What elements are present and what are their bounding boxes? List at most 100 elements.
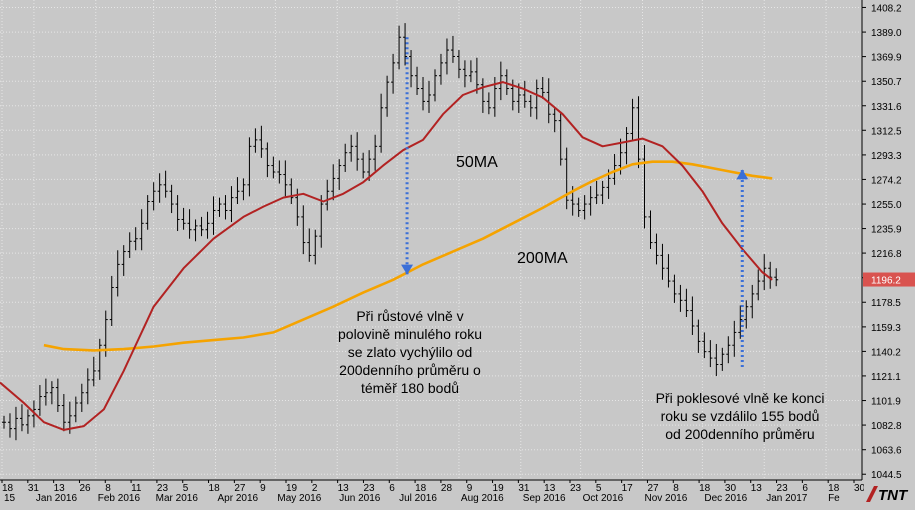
- price-bar: [151, 182, 156, 211]
- price-bar: [37, 385, 42, 416]
- price-bar: [43, 378, 48, 406]
- annotation-growth: Při růstové vlně v polovině minulého rok…: [310, 307, 510, 397]
- price-bar: [49, 381, 54, 405]
- x-day-label: 30: [854, 483, 866, 494]
- x-day-label: 27: [234, 483, 246, 494]
- price-bar: [600, 180, 605, 205]
- x-month-label: Nov 2016: [645, 493, 688, 504]
- price-bar: [588, 186, 593, 216]
- y-tick-label: 1082.8: [871, 421, 902, 432]
- y-tick-label: 1389.0: [871, 28, 902, 39]
- price-bar: [432, 69, 437, 102]
- x-month-label: Jul 2016: [399, 493, 437, 504]
- x-month-label: May 2016: [277, 493, 321, 504]
- price-bar: [708, 340, 713, 368]
- price-bar: [696, 319, 701, 353]
- price-bar: [121, 245, 126, 276]
- x-day-label: 19: [286, 483, 298, 494]
- price-bar: [205, 211, 210, 239]
- price-bar: [576, 197, 581, 217]
- arrow-down: [401, 37, 414, 275]
- price-bar: [379, 93, 384, 153]
- x-month-label: Jan 2017: [766, 493, 808, 504]
- price-bar: [498, 61, 503, 101]
- annotation-line: roku se vzdálilo 155 bodů: [660, 408, 820, 424]
- x-day-label: 19: [493, 483, 505, 494]
- price-bar: [217, 197, 222, 217]
- price-bar: [438, 53, 443, 85]
- current-price-box: [863, 272, 915, 287]
- price-bar: [732, 320, 737, 357]
- annotation-line: se zlato vychýlilo od: [347, 344, 473, 360]
- price-bar: [79, 383, 84, 412]
- price-bar: [582, 195, 587, 220]
- price-bar: [187, 209, 192, 239]
- price-bar: [444, 38, 449, 75]
- price-bar: [756, 269, 761, 301]
- price-bar: [343, 143, 348, 172]
- annotation-decline: Při poklesové vlně ke konci roku se vzdá…: [620, 389, 860, 443]
- price-bar: [534, 79, 539, 120]
- price-bar: [744, 300, 749, 329]
- price-bar: [690, 296, 695, 335]
- x-day-label: 18: [699, 483, 711, 494]
- price-bar: [127, 232, 132, 258]
- price-bar: [313, 229, 318, 265]
- price-bar: [558, 111, 563, 166]
- price-bar: [235, 177, 240, 205]
- x-day-label: 13: [54, 483, 66, 494]
- price-bar: [181, 207, 186, 230]
- x-day-label: 18: [2, 483, 14, 494]
- y-tick-label: 1235.9: [871, 225, 902, 236]
- price-bar: [55, 378, 60, 412]
- y-tick-label: 1216.8: [871, 249, 902, 260]
- y-tick-label: 1274.2: [871, 175, 902, 186]
- price-bar: [456, 50, 461, 79]
- price-bar: [702, 332, 707, 359]
- annotation-line: 200denního průměru o: [339, 362, 481, 378]
- annotation-line: Při růstové vlně v: [356, 308, 464, 324]
- price-bar: [283, 160, 288, 197]
- y-tick-label: 1408.2: [871, 3, 902, 14]
- price-bar: [13, 406, 18, 441]
- price-bar: [307, 228, 312, 262]
- price-bar: [654, 233, 659, 265]
- x-day-label: 23: [777, 483, 789, 494]
- y-tick-label: 1178.5: [871, 298, 901, 309]
- x-month-label: Dec 2016: [704, 493, 747, 504]
- price-bar: [25, 409, 30, 434]
- price-bar: [714, 343, 719, 377]
- x-day-label: 28: [441, 483, 453, 494]
- x-day-label: 13: [544, 483, 556, 494]
- price-bar: [385, 75, 390, 117]
- price-bar: [1, 415, 6, 429]
- y-tick-label: 1331.6: [871, 102, 902, 113]
- price-bar: [301, 205, 306, 255]
- price-bar: [349, 134, 354, 162]
- x-day-label: 27: [647, 483, 659, 494]
- price-bar: [672, 274, 677, 303]
- price-bar: [624, 127, 629, 165]
- price-bar: [409, 50, 414, 88]
- x-day-label: 13: [338, 483, 350, 494]
- x-day-label: 6: [389, 483, 395, 494]
- price-bar: [642, 145, 647, 229]
- annotation-line: polovině minulého roku: [338, 326, 482, 342]
- price-bar: [109, 275, 114, 326]
- price-bar: [289, 178, 294, 205]
- price-bar: [468, 60, 473, 83]
- price-bar: [594, 180, 599, 205]
- x-month-label: Sep 2016: [523, 493, 566, 504]
- price-bar: [175, 195, 180, 232]
- y-tick-label: 1121.1: [871, 372, 901, 383]
- x-day-label: 31: [518, 483, 530, 494]
- price-bar: [85, 368, 90, 405]
- price-bar: [241, 178, 246, 201]
- price-bar: [480, 78, 485, 113]
- price-bar: [738, 305, 743, 339]
- price-bar: [7, 413, 12, 438]
- price-bar: [612, 154, 617, 185]
- x-day-label: 9: [467, 483, 473, 494]
- price-bar: [115, 250, 120, 297]
- price-bar: [211, 196, 216, 235]
